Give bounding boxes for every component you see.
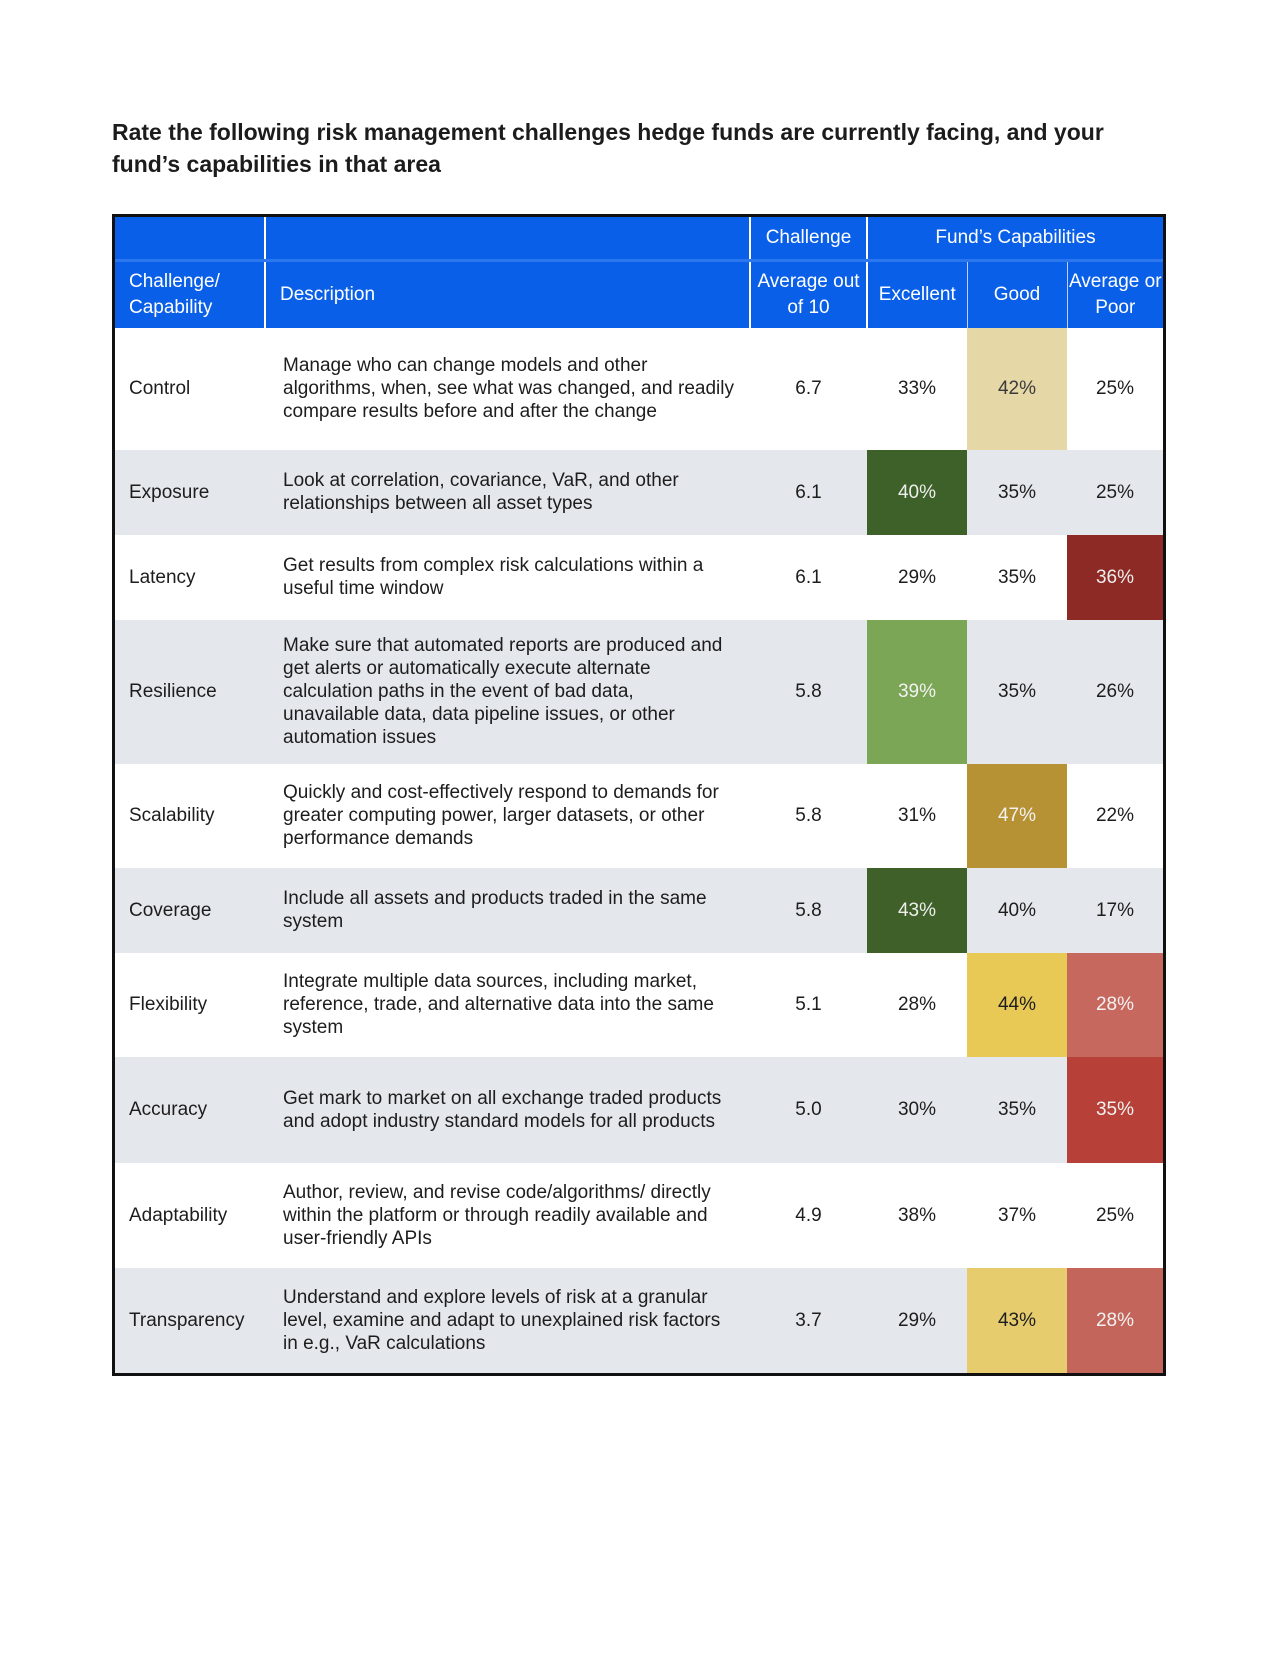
table-row: Control Manage who can change models and… (115, 328, 1164, 450)
header-average-or-poor: Average or Poor (1067, 259, 1164, 328)
row-average-or-poor: 25% (1067, 1162, 1164, 1268)
data-table: Challenge Fund’s Capabilities Challenge/… (115, 217, 1164, 1373)
row-average-or-poor: 22% (1067, 763, 1164, 868)
row-name: Coverage (115, 867, 265, 953)
row-average-or-poor: 28% (1067, 1267, 1164, 1373)
row-excellent: 29% (867, 1267, 967, 1373)
row-name: Latency (115, 534, 265, 620)
row-excellent: 38% (867, 1162, 967, 1268)
row-good: 37% (967, 1162, 1067, 1268)
row-average: 5.8 (750, 619, 867, 764)
header-challenge-capability: Challenge/ Capability (115, 259, 266, 328)
row-description: Author, review, and revise code/algorith… (265, 1162, 750, 1268)
header-average: Average out of 10 (750, 259, 868, 328)
row-good: 42% (967, 328, 1067, 450)
row-average: 3.7 (750, 1267, 867, 1373)
row-good: 47% (967, 763, 1067, 868)
page-title: Rate the following risk management chall… (112, 119, 1104, 177)
row-excellent: 31% (867, 763, 967, 868)
table-row: Scalability Quickly and cost-effectively… (115, 763, 1164, 868)
header-blank-name (115, 217, 266, 261)
row-name: Flexibility (115, 952, 265, 1057)
row-average-or-poor: 26% (1067, 619, 1164, 764)
row-average-or-poor: 36% (1067, 534, 1164, 620)
row-description: Look at correlation, covariance, VaR, an… (265, 449, 750, 535)
row-good: 40% (967, 867, 1067, 953)
row-good: 35% (967, 1056, 1067, 1163)
row-average-or-poor: 28% (1067, 952, 1164, 1057)
table-row: Resilience Make sure that automated repo… (115, 619, 1164, 764)
header-excellent: Excellent (867, 259, 968, 328)
row-description: Get mark to market on all exchange trade… (265, 1056, 750, 1163)
row-average: 5.1 (750, 952, 867, 1057)
table-row: Exposure Look at correlation, covariance… (115, 449, 1164, 535)
header-good: Good (967, 259, 1068, 328)
table-row: Coverage Include all assets and products… (115, 867, 1164, 953)
row-good: 35% (967, 534, 1067, 620)
table-row: Adaptability Author, review, and revise … (115, 1162, 1164, 1268)
row-average-or-poor: 35% (1067, 1056, 1164, 1163)
table-row: Accuracy Get mark to market on all excha… (115, 1056, 1164, 1163)
row-description: Make sure that automated reports are pro… (265, 619, 750, 764)
risk-challenges-table: Challenge Fund’s Capabilities Challenge/… (112, 214, 1166, 1376)
row-average: 4.9 (750, 1162, 867, 1268)
row-average: 6.7 (750, 328, 867, 450)
row-average: 5.8 (750, 867, 867, 953)
row-excellent: 40% (867, 449, 967, 535)
row-name: Accuracy (115, 1056, 265, 1163)
row-average: 6.1 (750, 534, 867, 620)
row-average: 6.1 (750, 449, 867, 535)
row-average-or-poor: 25% (1067, 449, 1164, 535)
table-row: Flexibility Integrate multiple data sour… (115, 952, 1164, 1057)
row-average: 5.8 (750, 763, 867, 868)
row-excellent: 33% (867, 328, 967, 450)
row-excellent: 30% (867, 1056, 967, 1163)
row-good: 35% (967, 619, 1067, 764)
table-header: Challenge Fund’s Capabilities Challenge/… (115, 217, 1164, 328)
table-row: Transparency Understand and explore leve… (115, 1267, 1164, 1373)
table-row: Latency Get results from complex risk ca… (115, 534, 1164, 620)
row-good: 35% (967, 449, 1067, 535)
row-name: Transparency (115, 1267, 265, 1373)
row-description: Integrate multiple data sources, includi… (265, 952, 750, 1057)
table-body: Control Manage who can change models and… (115, 328, 1164, 1373)
row-excellent: 29% (867, 534, 967, 620)
row-good: 43% (967, 1267, 1067, 1373)
row-name: Resilience (115, 619, 265, 764)
header-group-challenge: Challenge (750, 217, 868, 261)
header-description: Description (265, 259, 751, 328)
row-name: Adaptability (115, 1162, 265, 1268)
header-group-capabilities: Fund’s Capabilities (867, 217, 1164, 261)
row-description: Manage who can change models and other a… (265, 328, 750, 450)
row-excellent: 39% (867, 619, 967, 764)
row-excellent: 28% (867, 952, 967, 1057)
row-average-or-poor: 17% (1067, 867, 1164, 953)
row-description: Understand and explore levels of risk at… (265, 1267, 750, 1373)
row-average-or-poor: 25% (1067, 328, 1164, 450)
row-name: Control (115, 328, 265, 450)
row-description: Quickly and cost-effectively respond to … (265, 763, 750, 868)
row-description: Include all assets and products traded i… (265, 867, 750, 953)
row-average: 5.0 (750, 1056, 867, 1163)
row-name: Scalability (115, 763, 265, 868)
row-excellent: 43% (867, 867, 967, 953)
header-blank-description (265, 217, 751, 261)
row-description: Get results from complex risk calculatio… (265, 534, 750, 620)
row-good: 44% (967, 952, 1067, 1057)
row-name: Exposure (115, 449, 265, 535)
